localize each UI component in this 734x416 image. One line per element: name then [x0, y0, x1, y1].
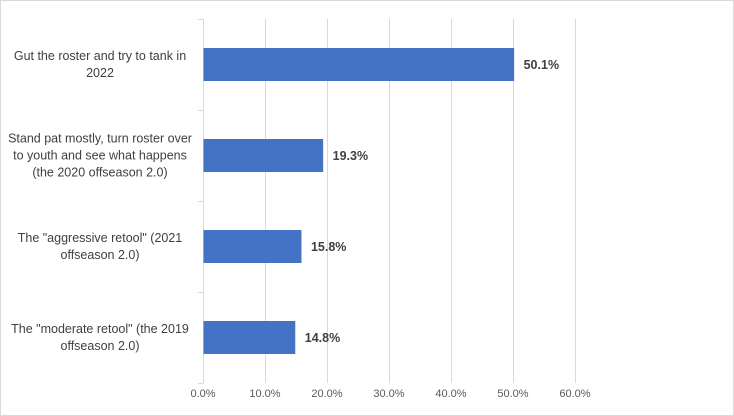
data-labels: 50.1% 19.3% 15.8% 14.8%	[305, 58, 559, 345]
data-label: 19.3%	[333, 149, 368, 163]
category-axis	[198, 19, 204, 384]
category-label: The "moderate retool" (the 2019 offseaso…	[11, 321, 189, 353]
bar	[203, 48, 515, 81]
data-label: 15.8%	[311, 240, 346, 254]
category-label: The "aggressive retool" (2021 offseason …	[17, 230, 183, 262]
bar	[203, 321, 296, 354]
bars	[203, 48, 515, 354]
category-label: Stand pat mostly, turn roster over to yo…	[8, 131, 192, 179]
x-tick-label: 0.0%	[190, 388, 215, 400]
data-label: 50.1%	[524, 58, 559, 72]
x-tick-label: 20.0%	[311, 388, 342, 400]
bar	[203, 230, 302, 263]
x-tick-labels: 0.0% 10.0% 20.0% 30.0% 40.0% 50.0% 60.0%	[190, 388, 590, 400]
data-label: 14.8%	[305, 331, 340, 345]
bar	[203, 139, 324, 172]
x-tick-label: 10.0%	[249, 388, 280, 400]
x-tick-label: 40.0%	[435, 388, 466, 400]
x-tick-label: 60.0%	[559, 388, 590, 400]
category-label: Gut the roster and try to tank in 2022	[13, 48, 187, 80]
x-tick-label: 50.0%	[497, 388, 528, 400]
x-tick-label: 30.0%	[373, 388, 404, 400]
